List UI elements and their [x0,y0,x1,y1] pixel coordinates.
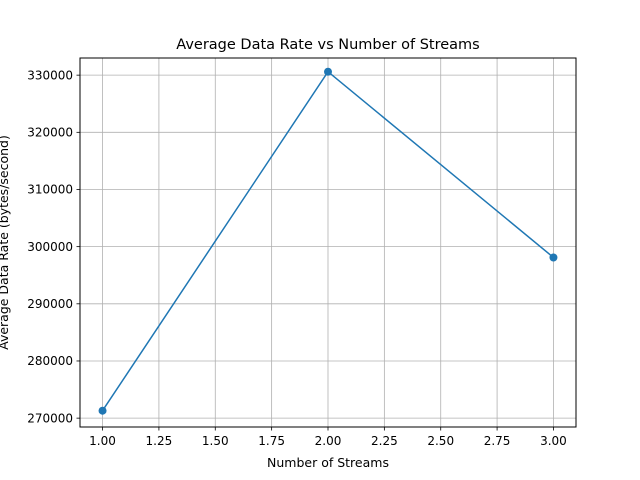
x-axis: 1.00 1.25 1.50 1.75 2.00 2.25 2.50 2.75 3.00 [89,427,567,448]
y-tick-label: 320000 [27,126,73,140]
x-tick-label: 2.00 [315,434,342,448]
y-tick-label: 300000 [27,240,73,254]
chart-title: Average Data Rate vs Number of Streams [176,37,479,53]
x-tick-label: 2.25 [371,434,398,448]
x-tick-label: 2.50 [427,434,454,448]
grid-lines [80,58,576,427]
x-tick-label: 1.25 [146,434,173,448]
y-tick-label: 270000 [27,411,73,425]
y-tick-label: 280000 [27,354,73,368]
y-axis: 270000 280000 290000 300000 310000 320000 3300… [27,68,80,425]
x-tick-label: 1.50 [202,434,229,448]
data-point [98,406,107,415]
data-point [549,253,558,262]
x-axis-label: Number of Streams [267,455,389,470]
x-tick-label: 1.00 [89,434,116,448]
series-layer [98,67,558,415]
y-tick-label: 310000 [27,183,73,197]
y-axis-label: Average Data Rate (bytes/second) [0,135,11,350]
y-tick-label: 290000 [27,297,73,311]
data-point [324,67,332,76]
x-tick-label: 3.00 [540,434,567,448]
x-tick-label: 2.75 [484,434,511,448]
x-tick-label: 1.75 [258,434,285,448]
y-tick-label: 330000 [27,68,73,82]
